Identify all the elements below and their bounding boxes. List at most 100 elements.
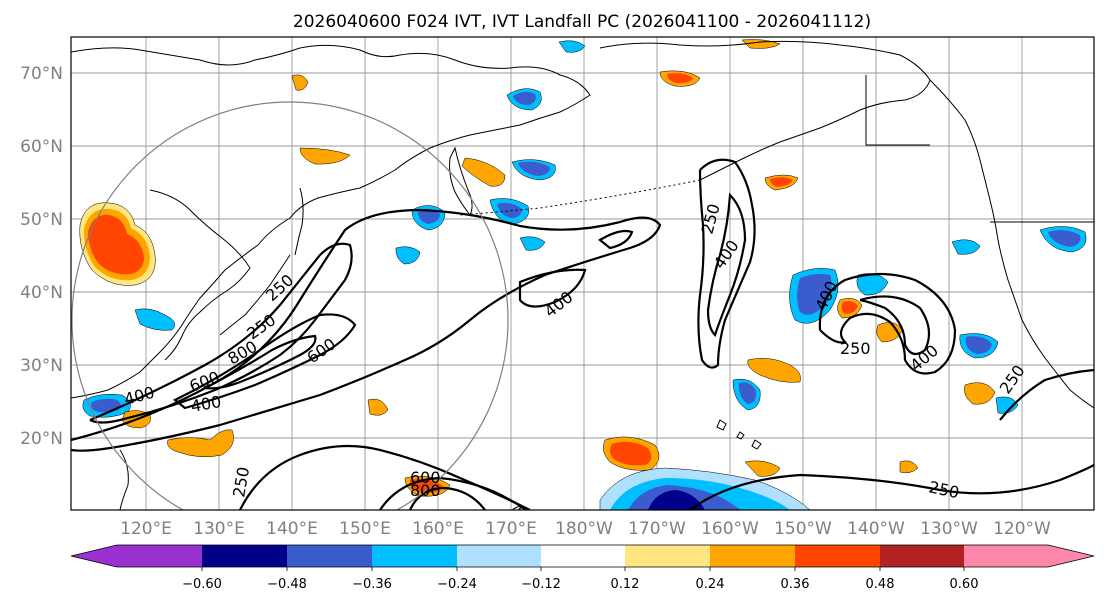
colorbar-tick-label: 0.60 [950, 577, 979, 592]
lon-label: 120°W [993, 519, 1051, 539]
anomaly-negative-tropical-peak [648, 490, 705, 510]
lon-label: 160°E [412, 519, 464, 539]
colorbar-ticks [201, 567, 965, 571]
colorbar-extend-low [71, 545, 117, 567]
contour-label: 600 [410, 468, 441, 487]
lon-label: 130°W [920, 519, 978, 539]
colorbar-segment [880, 545, 964, 567]
lat-label-30: 30°N [20, 356, 63, 376]
coast-sakhalin [294, 187, 304, 256]
colorbar-tick-label: −0.24 [437, 577, 477, 592]
lon-label: 150°E [339, 519, 391, 539]
contour-labels: 250 400 600 800 250 400 600 400 400 250 … [122, 202, 1029, 531]
colorbar-tick-label: −0.36 [352, 577, 392, 592]
anomaly-positive-alaska-west-core [667, 73, 693, 84]
anomaly-positive-okhotsk-2 [299, 147, 351, 165]
ivt-contour-250-tropics-east [689, 464, 1094, 510]
ivt-contour-400-east-plume [706, 192, 747, 338]
colorbar-tick-label: 0.48 [866, 577, 895, 592]
colorbar-outline [70, 544, 1095, 568]
map-frame [70, 36, 1095, 511]
anomaly-positive-hawaii-core [609, 441, 652, 466]
ivt-contour-400-tropics [379, 476, 526, 510]
lon-label: 160°W [701, 519, 759, 539]
lat-label-20: 20°N [20, 429, 63, 449]
colorbar-tick-label: 0.12 [611, 577, 640, 592]
coast-korea-china [149, 189, 251, 361]
coast-asia [71, 44, 591, 399]
anomaly-negative-taiwan-core [91, 398, 121, 413]
colorbar-tick-label: −0.60 [182, 577, 222, 592]
lon-label: 180°W [555, 519, 613, 539]
colorbar-tick-label: 0.24 [696, 577, 725, 592]
contour-label: 400 [508, 499, 544, 531]
lon-label: 130°E [193, 519, 245, 539]
anomaly-negative-kurils [519, 236, 546, 251]
anomaly-negative-kamchatka-1-core [513, 91, 536, 105]
lon-label: 150°W [774, 519, 832, 539]
anomaly-positive-northeast-pacific-core [841, 301, 858, 314]
map-background [71, 37, 1094, 510]
lon-label: 120°E [120, 519, 172, 539]
colorbar-tick-label: 0.36 [781, 577, 810, 592]
colorbar: −0.60 −0.48 −0.36 −0.24 −0.12 0.12 0.24 … [70, 544, 1095, 592]
colorbar-segment [287, 545, 372, 567]
anomaly-negative-pnw [951, 239, 981, 255]
anomaly-negative-baja [995, 396, 1019, 414]
coast-north-america [929, 79, 1094, 409]
colorbar-segment [625, 545, 710, 567]
longitude-gridlines [145, 37, 1023, 510]
contour-label: 800 [410, 481, 441, 500]
coast-philippines [119, 449, 129, 510]
ivt-contour-400-west [89, 242, 353, 424]
anomaly-negative-okhotsk-core [418, 209, 440, 224]
anomaly-positive-baja [964, 382, 996, 405]
map-title: 2026040600 F024 IVT, IVT Landfall PC (20… [293, 12, 871, 32]
anomaly-positive-dateline [367, 398, 389, 416]
ivt-contours [71, 158, 1094, 510]
colorbar-tick-label: −0.12 [521, 577, 561, 592]
latitude-labels: 70°N 60°N 50°N 40°N 30°N 20°N [20, 64, 63, 449]
ivt-contour-250-east-plume [697, 158, 756, 369]
anomaly-positive-gulf-alaska-core [770, 177, 793, 187]
anomaly-positive-tropical-east [744, 460, 781, 477]
lat-label-60: 60°N [20, 137, 63, 157]
colorbar-extend-high [1048, 545, 1094, 567]
ivt-contour-600-west [172, 313, 357, 410]
anomaly-negative-california-core [965, 336, 992, 354]
colorbar-segment [372, 545, 457, 567]
colorbar-segment [117, 545, 202, 567]
anomaly-positive-tropical-east-2 [899, 460, 919, 474]
anomaly-negative-east-pacific-core [738, 382, 757, 404]
colorbar-segment [457, 545, 541, 567]
pc-anomaly-shading [79, 39, 1087, 510]
colorbar-segment [202, 545, 287, 567]
ivt-contour-600-small [598, 229, 634, 250]
anomaly-negative-japan-sea [395, 246, 421, 265]
anomaly-negative-arctic [558, 40, 586, 53]
anomaly-negative-british-columbia-core [1048, 230, 1081, 247]
colorbar-segment [710, 545, 795, 567]
coastlines [71, 40, 1094, 510]
anomaly-positive-okhotsk [461, 157, 506, 187]
coast-japan [219, 254, 291, 336]
colorbar-segment [964, 545, 1048, 567]
latitude-gridlines [71, 72, 1094, 439]
distance-ring [71, 101, 509, 510]
anomaly-positive-siberia [291, 74, 309, 91]
ivt-contour-600-tropics [408, 486, 486, 510]
lat-label-70: 70°N [20, 64, 63, 84]
lon-label: 170°W [628, 519, 686, 539]
ivt-contour-250-west [71, 208, 662, 452]
anomaly-negative-kamchatka-2-core [518, 161, 550, 176]
contour-label: 250 [840, 339, 871, 358]
graticule [71, 37, 1094, 510]
anomaly-positive-manchuria-inner [88, 214, 144, 275]
lat-label-50: 50°N [20, 210, 63, 230]
lon-label: 140°E [266, 519, 318, 539]
anomaly-negative-yellow-sea [134, 308, 176, 331]
anomaly-negative-bering-west-core [497, 202, 522, 218]
lat-label-40: 40°N [20, 283, 63, 303]
ivt-contour-400-cutoff [859, 295, 931, 356]
